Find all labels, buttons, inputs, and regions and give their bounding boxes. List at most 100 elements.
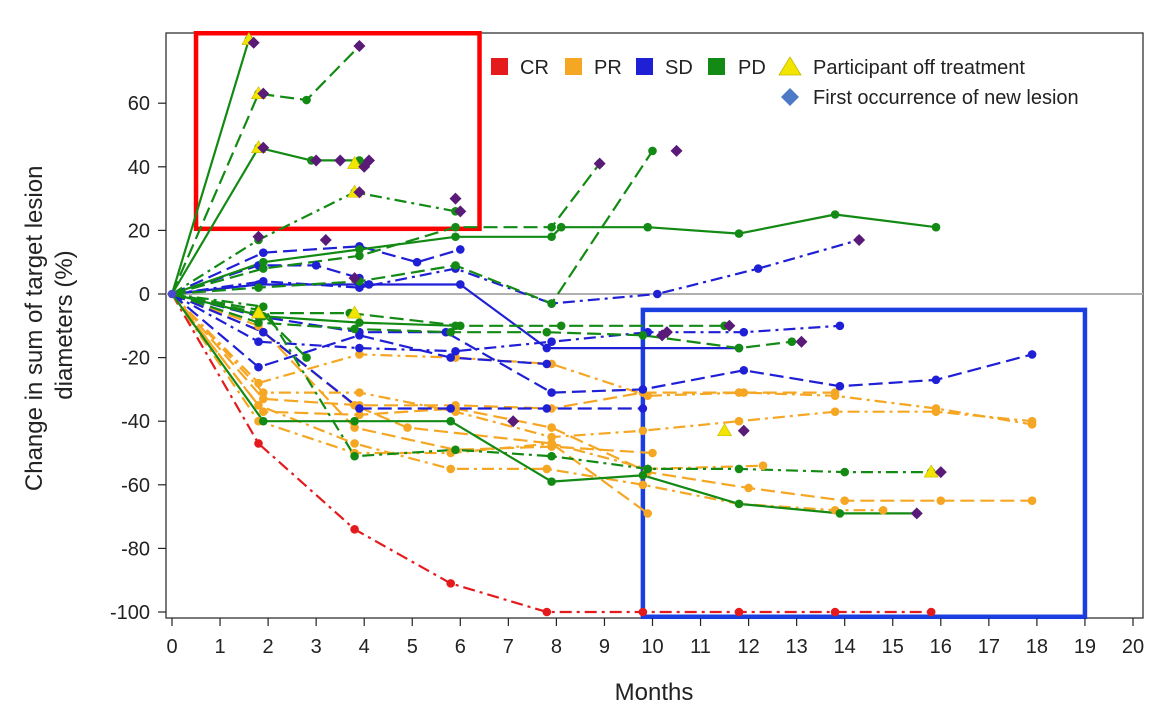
series-line-pd [171,292,932,474]
data-point-sd [739,327,749,337]
data-point-pd [258,416,268,426]
new-lesion-marker [454,205,467,218]
data-point-pd [451,232,460,242]
data-point-pr [542,464,552,474]
new-lesion-marker [593,157,606,170]
data-point-pd [835,509,845,518]
series-line-pr [171,293,884,512]
data-point-sd [258,248,268,257]
x-tick-label: 5 [407,636,418,658]
series-line-pr [171,293,1033,439]
series-line-sd [171,292,643,410]
series-line-pd [171,292,792,350]
data-point-pr [643,509,652,518]
y-tick-label: 20 [128,220,150,242]
series-line-pr [171,293,1033,502]
data-point-pr [258,388,268,397]
data-point-pd [638,470,648,480]
legend-swatch-pr [565,58,582,75]
new-lesion-marker [934,466,947,479]
legend-swatch-pd [708,58,725,75]
data-point-sd [254,337,263,347]
new-lesion-marker [723,319,736,332]
data-point-sd [456,245,465,254]
y-tick-label: 60 [128,93,150,115]
new-lesion-marker [795,335,808,348]
data-point-pd [451,321,460,331]
data-point-sd [638,385,648,394]
x-tick-label: 16 [930,636,952,658]
x-axis-title: Months [615,679,694,706]
data-point-pd [350,451,359,461]
series-line-pd [170,45,361,295]
new-lesion-marker [247,36,260,49]
data-point-pr [936,496,946,506]
data-point-pr [547,423,556,432]
data-point-pd [734,464,744,474]
off-treatment-marker [347,156,363,169]
off-treatment-marker [347,305,363,319]
new-lesion-marker [310,154,323,167]
legend-swatch-cr [491,58,508,75]
data-point-pd [258,264,268,273]
series-line-sd [171,293,547,369]
data-point-pd [451,445,460,455]
data-point-sd [542,404,552,413]
data-point-pr [350,439,359,448]
new-lesion-marker [334,154,347,167]
data-markers [167,32,1037,617]
y-axis-title-line2: diameters (%) [51,250,78,399]
data-point-pr [258,407,268,416]
y-axis-title-line1: Change in sum of target lesion [21,166,48,492]
x-tick-label: 13 [786,636,808,658]
series-line-pd [171,191,456,295]
data-point-pd [787,337,797,347]
data-point-cr [638,607,648,617]
legend-label-cr: CR [520,57,549,79]
x-tick-label: 6 [455,636,466,658]
data-point-pd [643,222,652,232]
series-line-sd [171,238,860,305]
legend: CR PR SD PD Participant off treatment Fi… [491,56,1079,109]
new-lesion-marker [257,87,270,100]
data-point-pd [547,451,556,461]
new-lesion-marker [257,141,270,154]
new-lesion-marker [660,326,673,339]
data-point-pd [648,146,657,156]
data-point-pr [931,404,941,413]
data-point-pd [556,321,566,331]
data-point-pr [734,416,744,426]
data-point-pd [643,464,652,474]
x-tick-label: 19 [1074,636,1096,658]
data-point-pd [547,222,556,232]
data-point-pd [302,353,311,362]
data-point-pr [254,378,263,388]
legend-label-pr: PR [594,57,622,79]
data-point-sd [355,343,364,353]
data-point-pr [648,448,657,458]
data-point-pr [446,464,455,474]
data-point-pr [638,480,648,490]
data-point-sd [753,264,763,273]
new-lesion-marker [363,154,376,167]
series-line-pr [171,292,653,455]
data-point-pd [542,327,552,337]
new-lesion-marker [319,233,332,246]
legend-off-treatment-icon [778,56,802,76]
data-point-pd [734,229,744,238]
x-tick-label: 3 [311,636,322,658]
y-tick-label: -80 [121,538,150,560]
data-point-pr [547,442,556,451]
legend-new-lesion-icon [781,88,799,106]
data-point-pd [931,222,941,232]
data-point-pd [302,95,311,105]
data-point-pr [1027,420,1037,429]
series-line-pd [171,213,937,296]
x-tick-label: 0 [166,636,177,658]
highlight-boxes [193,30,1088,620]
data-point-pd [451,261,460,270]
series-line-sd [171,293,840,353]
data-point-pr [1027,496,1037,506]
data-point-sd [364,280,374,289]
